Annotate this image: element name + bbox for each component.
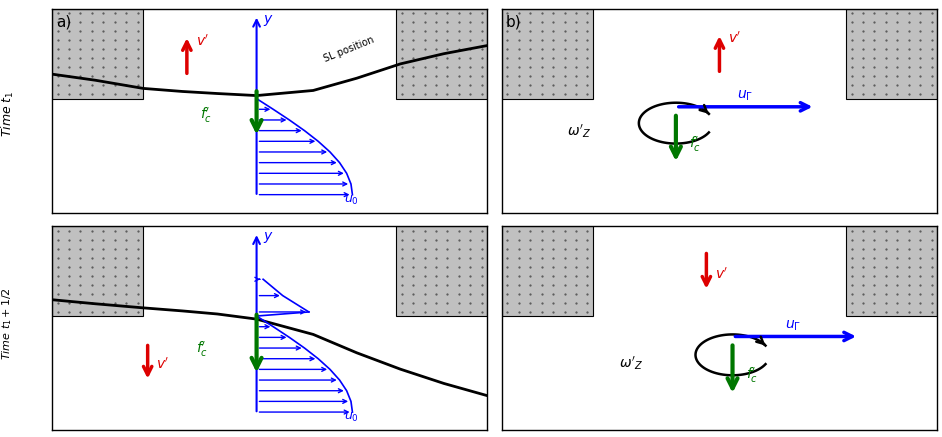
Bar <box>501 226 593 316</box>
Text: $v'$: $v'$ <box>156 357 170 372</box>
Bar <box>501 9 593 99</box>
Text: $f_c'$: $f_c'$ <box>689 135 701 154</box>
Bar <box>52 9 143 99</box>
Text: $u_{\Gamma}$: $u_{\Gamma}$ <box>737 89 753 103</box>
Text: SL position: SL position <box>322 35 375 64</box>
Text: $u_0$: $u_0$ <box>344 194 359 207</box>
Bar <box>846 226 937 316</box>
Text: $u_{\Gamma}$: $u_{\Gamma}$ <box>785 318 801 333</box>
Text: $y$: $y$ <box>263 13 274 28</box>
Text: $u_0$: $u_0$ <box>344 411 359 424</box>
Text: $y$: $y$ <box>263 230 274 246</box>
Text: $v'$: $v'$ <box>196 33 209 49</box>
Bar <box>396 9 488 99</box>
Text: $\omega'_Z$: $\omega'_Z$ <box>619 354 643 371</box>
Text: $\omega'_Z$: $\omega'_Z$ <box>567 122 592 140</box>
Text: $v'$: $v'$ <box>715 267 728 282</box>
Text: Time $t_1$: Time $t_1$ <box>0 90 16 137</box>
Text: $v'$: $v'$ <box>728 31 741 46</box>
Bar <box>846 9 937 99</box>
Text: $f_c'$: $f_c'$ <box>745 366 757 385</box>
Text: a): a) <box>57 15 72 30</box>
Text: $f_c'$: $f_c'$ <box>200 106 212 125</box>
Text: b): b) <box>506 15 522 30</box>
Bar <box>52 226 143 316</box>
Text: $f_c'$: $f_c'$ <box>196 340 207 359</box>
Bar <box>396 226 488 316</box>
Text: Time $t_1+1/2$: Time $t_1+1/2$ <box>1 287 14 360</box>
